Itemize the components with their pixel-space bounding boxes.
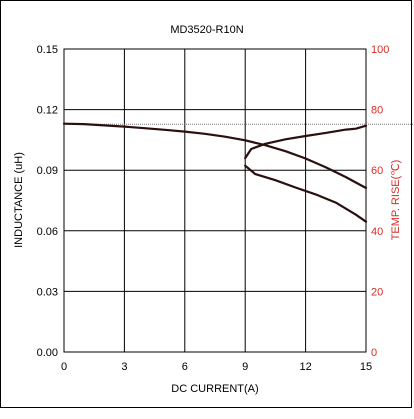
y-tick-label: 0.15 [37,44,58,56]
x-tick-label: 12 [299,361,311,373]
y-tick-labels: 0.00 0.03 0.06 0.09 0.12 0.15 [37,44,58,359]
right-tick-label: 20 [371,286,383,298]
right-axis-tick-labels: 0 20 40 60 80 100 [371,44,389,359]
y-tick-label: 0.03 [37,286,58,298]
y-tick-label: 0.12 [37,105,58,117]
x-axis-label: DC CURRENT(A) [171,383,258,395]
series-line-3 [244,164,368,223]
series-line-2 [244,124,368,160]
right-tick-label: 60 [371,165,383,177]
x-tick-labels: 0 3 6 9 12 15 [61,361,372,373]
plot-area-border [63,48,367,353]
y-tick-label: 0.06 [37,226,58,238]
y-tick-label: 0.00 [37,347,58,359]
series-line-1 [62,122,368,190]
x-tick-label: 3 [121,361,127,373]
right-tick-label: 0 [371,347,377,359]
series-layer [62,122,368,223]
figure-frame [0,0,412,408]
x-tick-label: 15 [360,361,372,373]
grid-lines [63,48,367,353]
y-tick-label: 0.09 [37,165,58,177]
y-axis-label: INDUCTANCE (uH) [13,152,25,248]
x-tick-label: 9 [242,361,248,373]
right-tick-label: 80 [371,105,383,117]
right-tick-label: 40 [371,226,383,238]
x-tick-label: 0 [61,361,67,373]
right-tick-label: 100 [371,44,389,56]
right-axis-label: TEMP. RISE(℃) [390,160,402,241]
x-tick-label: 6 [182,361,188,373]
chart-title: MD3520-R10N [170,24,243,36]
